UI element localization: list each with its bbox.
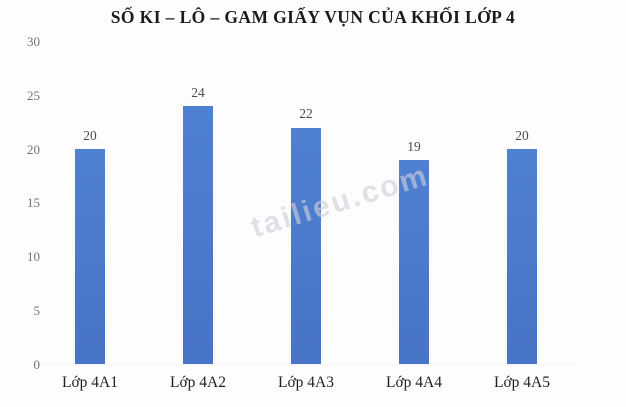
x-category-label: Lớp 4A3	[278, 374, 334, 391]
bar-group-lop-4a5: 20	[468, 42, 576, 364]
y-tick-label: 5	[33, 303, 41, 319]
bar-group-lop-4a1: 20	[36, 42, 144, 364]
data-label: 19	[407, 138, 421, 154]
y-axis: 30 25 20 15 10 5 0	[0, 33, 40, 374]
x-category-label: Lớp 4A1	[62, 374, 118, 391]
x-category-label: Lớp 4A4	[386, 374, 442, 391]
y-tick-label: 25	[27, 87, 40, 103]
bar-lop-4a4	[399, 160, 429, 364]
x-category-label: Lớp 4A2	[170, 374, 226, 391]
y-tick-label: 10	[27, 249, 40, 265]
plot-area: 20 24 22 19 20	[36, 42, 576, 365]
chart-title: SỐ KI – LÔ – GAM GIẤY VỤN CỦA KHỐI LỚP 4	[110, 7, 516, 27]
bar-lop-4a2	[183, 106, 213, 364]
data-label: 20	[515, 127, 529, 143]
y-tick-label: 15	[27, 195, 40, 211]
data-label: 20	[83, 127, 97, 143]
data-label: 22	[299, 106, 313, 122]
bar-lop-4a1	[75, 149, 105, 364]
bar-group-lop-4a4: 19	[360, 42, 468, 364]
x-category-label: Lớp 4A5	[494, 374, 550, 391]
data-label: 24	[191, 84, 205, 100]
x-axis: Lớp 4A1 Lớp 4A2 Lớp 4A3 Lớp 4A4 Lớp 4A5	[36, 374, 576, 398]
y-tick-label: 0	[33, 356, 41, 372]
bar-group-lop-4a2: 24	[144, 42, 252, 364]
bar-lop-4a3	[291, 127, 321, 364]
y-tick-label: 20	[27, 141, 40, 157]
bar-group-lop-4a3: 22	[252, 42, 360, 364]
y-tick-label: 30	[27, 34, 40, 49]
bar-lop-4a5	[507, 149, 537, 364]
